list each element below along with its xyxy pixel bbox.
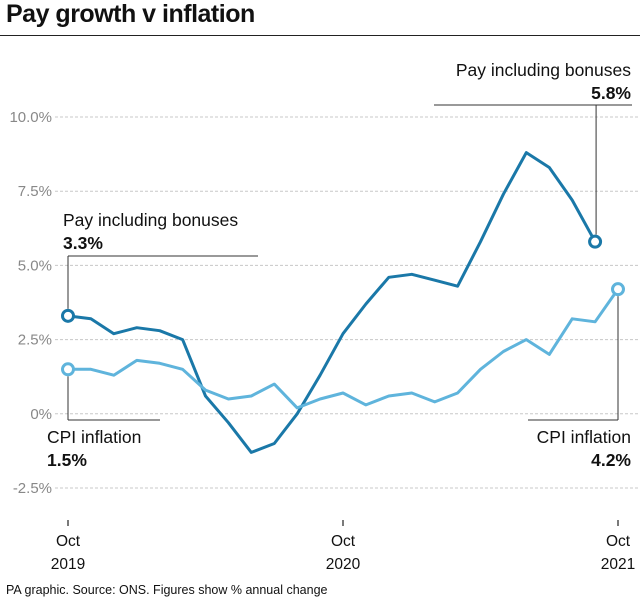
y-tick-label: 7.5% (18, 183, 52, 200)
y-tick-label: 0% (30, 406, 52, 423)
source-note: PA graphic. Source: ONS. Figures show % … (6, 583, 328, 597)
series-layer (61, 151, 625, 454)
y-tick-label: 10.0% (9, 109, 52, 126)
pay-start-point (61, 308, 75, 323)
pay-start-value: 3.3% (63, 233, 103, 253)
cpi-end-point (611, 282, 625, 297)
pay-end-value: 5.8% (591, 83, 631, 103)
title-divider (0, 35, 640, 36)
pay-end-label: Pay including bonuses (456, 60, 631, 80)
x-tick-label-year: 2021 (601, 556, 635, 573)
pay-series-line (66, 151, 597, 454)
cpi-end-label: CPI inflation (537, 427, 631, 447)
pay-end-point (588, 234, 603, 249)
cpi-end-value: 4.2% (591, 450, 631, 470)
cpi-start-label: CPI inflation (47, 427, 141, 447)
annotation-leaders (67, 104, 632, 421)
chart-title: Pay growth v inflation (6, 0, 255, 28)
x-axis-labels: Oct 2019 Oct 2020 Oct 2021 (51, 520, 635, 573)
x-tick-label-year: 2019 (51, 556, 85, 573)
annotation-labels: Pay including bonuses 3.3% Pay including b… (47, 60, 631, 470)
x-tick-label-month: Oct (606, 533, 631, 550)
cpi-start-value: 1.5% (47, 450, 87, 470)
x-tick-label-year: 2020 (326, 556, 361, 573)
grid-layer (55, 116, 640, 489)
cpi-series-line (66, 287, 620, 410)
y-axis-labels: 10.0% 7.5% 5.0% 2.5% 0% -2.5% (9, 109, 52, 497)
x-tick-label-month: Oct (331, 533, 356, 550)
pay-start-label: Pay including bonuses (63, 210, 238, 230)
y-tick-label: 5.0% (18, 257, 52, 274)
cpi-start-point (61, 362, 75, 377)
y-tick-label: -2.5% (13, 480, 52, 497)
y-tick-label: 2.5% (18, 332, 52, 349)
x-tick-label-month: Oct (56, 533, 81, 550)
